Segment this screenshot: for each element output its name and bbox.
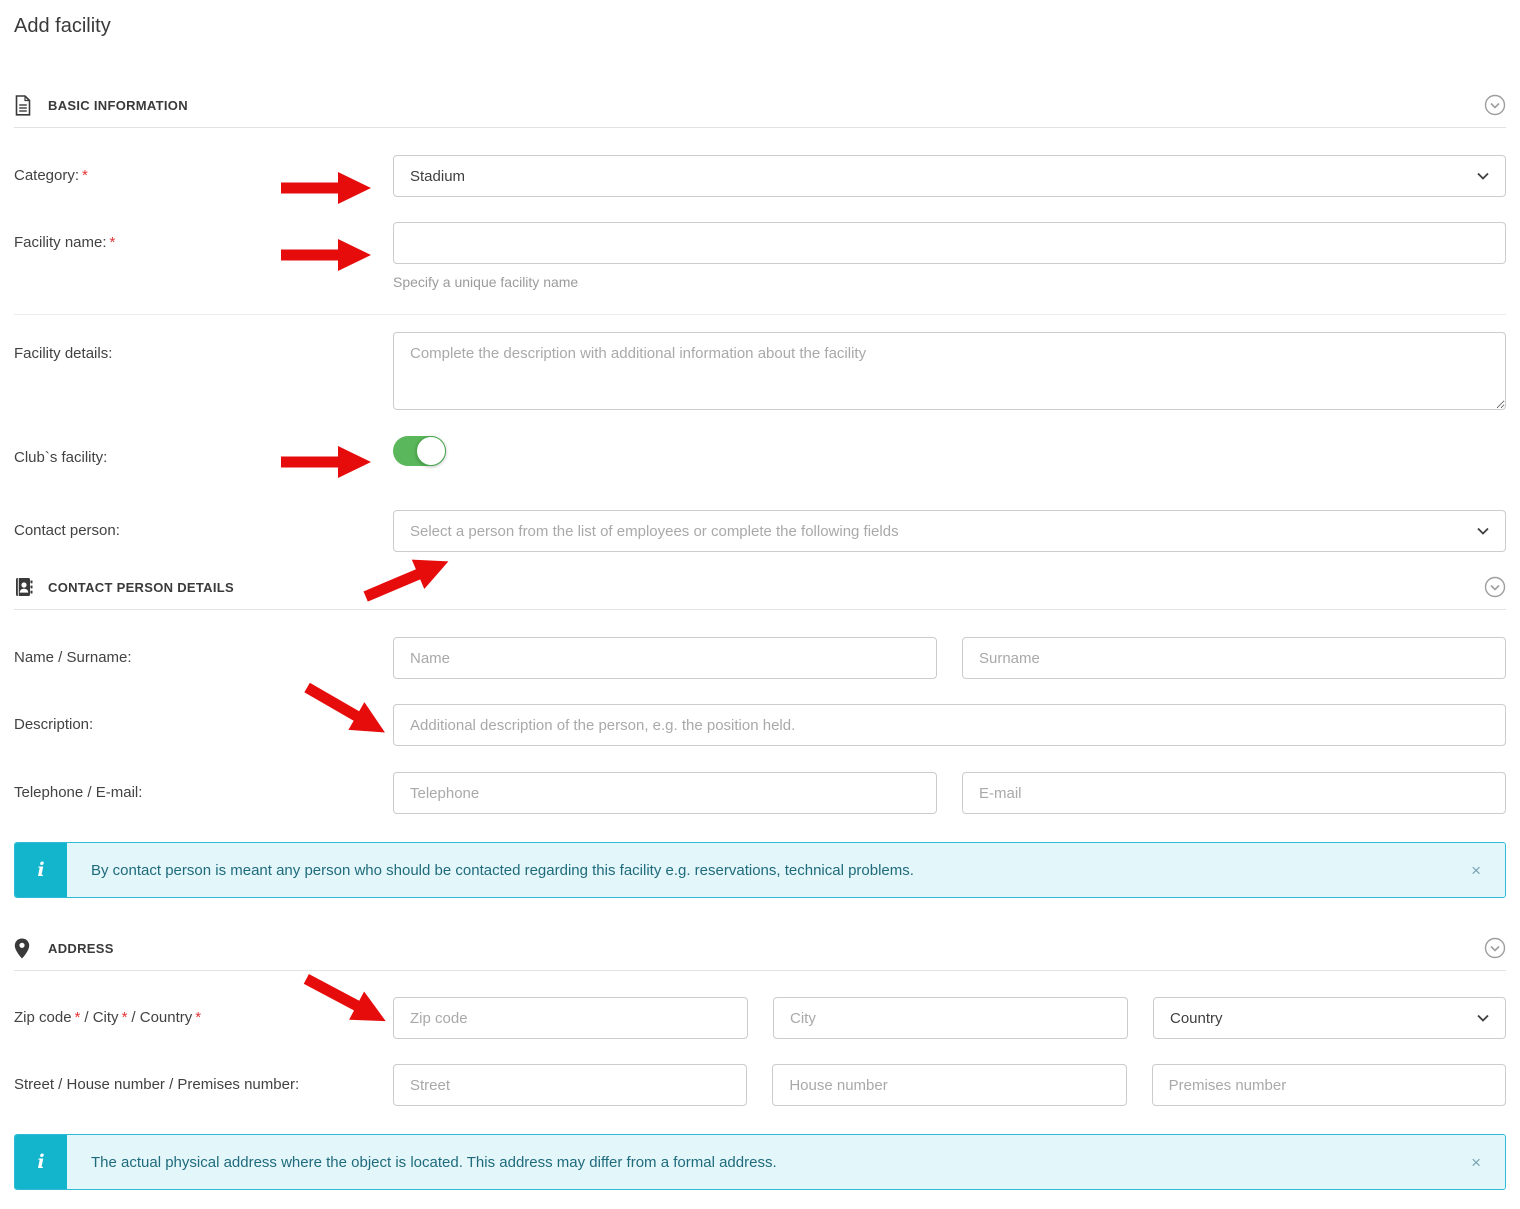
description-label: Description: xyxy=(14,716,94,733)
facility-name-row: Facility name: * Specify a unique facilit… xyxy=(14,222,1506,292)
facility-name-input[interactable] xyxy=(393,222,1506,264)
surname-input[interactable] xyxy=(962,637,1506,679)
collapse-section-button[interactable] xyxy=(1484,576,1506,598)
divider xyxy=(14,314,1506,315)
facility-name-helper: Specify a unique facility name xyxy=(393,274,579,290)
required-asterisk: * xyxy=(109,234,116,251)
name-surname-row: Name / Surname: xyxy=(14,637,1506,679)
description-row: Description: xyxy=(14,704,1506,746)
info-icon: i xyxy=(15,1135,67,1189)
divider xyxy=(14,609,1506,610)
premises-number-input[interactable] xyxy=(1151,1064,1506,1106)
phone-email-label: Telephone / E-mail: xyxy=(14,784,143,801)
map-pin-icon xyxy=(14,938,36,959)
section-header-address: ADDRESS xyxy=(14,936,1506,960)
chevron-down-icon xyxy=(1477,527,1489,535)
facility-details-textarea[interactable] xyxy=(393,332,1506,410)
close-icon[interactable]: × xyxy=(1471,1152,1481,1172)
facility-name-label: Facility name: * xyxy=(14,234,116,251)
category-select[interactable]: Stadium xyxy=(393,155,1506,197)
required-asterisk: * xyxy=(74,1009,81,1026)
street-row: Street / House number / Premises number: xyxy=(14,1064,1506,1106)
section-header-basic-information: BASIC INFORMATION xyxy=(14,93,1506,117)
collapse-section-button[interactable] xyxy=(1484,94,1506,116)
clubs-facility-row: Club`s facility: xyxy=(14,436,1506,473)
required-asterisk: * xyxy=(82,167,88,184)
chevron-down-icon xyxy=(1477,1014,1489,1022)
chevron-down-icon xyxy=(1477,172,1489,180)
house-number-input[interactable] xyxy=(772,1064,1127,1106)
required-asterisk: * xyxy=(121,1009,128,1026)
contact-person-select[interactable]: Select a person from the list of employe… xyxy=(393,510,1506,552)
zip-code-input[interactable] xyxy=(393,997,748,1039)
name-surname-label: Name / Surname: xyxy=(14,649,132,666)
divider xyxy=(14,127,1506,128)
facility-details-label: Facility details: xyxy=(14,345,113,362)
country-selected-value: Country xyxy=(1170,1009,1223,1027)
street-label: Street / House number / Premises number: xyxy=(14,1076,300,1093)
city-input[interactable] xyxy=(773,997,1128,1039)
close-icon[interactable]: × xyxy=(1471,860,1481,880)
address-info-banner: i The actual physical address where the … xyxy=(14,1134,1506,1190)
contact-person-row: Contact person: Select a person from the… xyxy=(14,510,1506,552)
street-input[interactable] xyxy=(393,1064,748,1106)
address-book-icon xyxy=(14,577,36,597)
category-row: Category: * Stadium xyxy=(14,155,1506,197)
info-icon: i xyxy=(15,843,67,897)
divider xyxy=(14,970,1506,971)
country-select[interactable]: Country xyxy=(1153,997,1506,1039)
category-selected-value: Stadium xyxy=(410,167,466,185)
contact-person-placeholder: Select a person from the list of employe… xyxy=(410,522,899,540)
add-facility-form: Add facility BASIC INFORMATION Category:… xyxy=(0,14,1520,1209)
page-title: Add facility xyxy=(14,15,111,37)
contact-info-banner: i By contact person is meant any person … xyxy=(14,842,1506,898)
document-icon xyxy=(14,94,36,116)
required-asterisk: * xyxy=(195,1009,202,1026)
name-input[interactable] xyxy=(393,637,937,679)
banner-text: By contact person is meant any person wh… xyxy=(91,861,914,879)
facility-details-row: Facility details: xyxy=(14,332,1506,410)
section-title: BASIC INFORMATION xyxy=(48,97,188,113)
clubs-facility-toggle[interactable] xyxy=(393,436,446,466)
banner-text: The actual physical address where the ob… xyxy=(91,1153,777,1171)
section-header-contact-person-details: CONTACT PERSON DETAILS xyxy=(14,575,1506,599)
toggle-knob xyxy=(416,436,446,466)
category-label: Category: * xyxy=(14,167,88,184)
section-title: ADDRESS xyxy=(48,940,114,956)
clubs-facility-label: Club`s facility: xyxy=(14,449,108,466)
zip-city-country-label: Zip code * / City * / Country * xyxy=(14,1009,202,1026)
zip-city-country-row: Zip code*/ City*/ Country* Country xyxy=(14,997,1506,1039)
telephone-input[interactable] xyxy=(393,772,937,814)
phone-email-row: Telephone / E-mail: xyxy=(14,772,1506,814)
collapse-section-button[interactable] xyxy=(1484,937,1506,959)
email-input[interactable] xyxy=(962,772,1506,814)
contact-person-label: Contact person: xyxy=(14,522,120,539)
description-input[interactable] xyxy=(393,704,1506,746)
section-title: CONTACT PERSON DETAILS xyxy=(48,579,234,595)
